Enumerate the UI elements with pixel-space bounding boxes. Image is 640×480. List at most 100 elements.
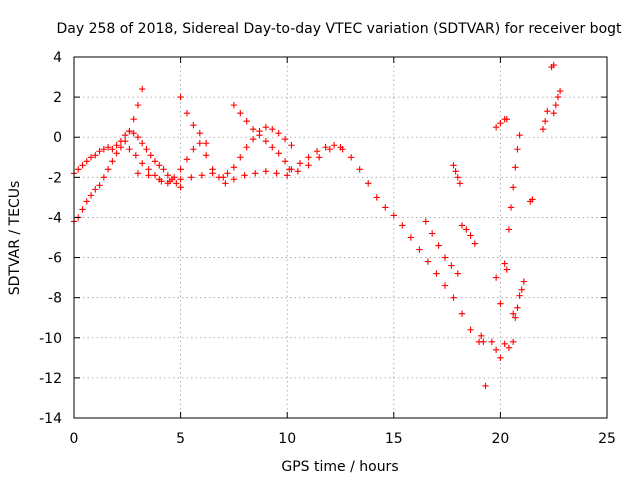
data-point (130, 130, 137, 137)
data-point (347, 154, 355, 161)
data-point (113, 142, 120, 149)
data-points (70, 61, 564, 390)
data-point (315, 154, 323, 161)
data-point (171, 174, 178, 181)
data-point (539, 126, 547, 133)
data-point (237, 154, 244, 161)
y-tick-label: -12 (39, 371, 62, 387)
data-point (296, 160, 304, 167)
data-point (281, 136, 289, 143)
data-point (243, 117, 250, 125)
data-point (458, 310, 466, 317)
y-tick-label: 0 (53, 130, 62, 146)
data-point (209, 170, 216, 177)
data-point (87, 154, 95, 161)
data-point (492, 346, 500, 354)
data-point (520, 278, 528, 285)
series-7 (288, 142, 483, 345)
data-point (467, 232, 474, 239)
data-point (183, 109, 191, 117)
x-tick-label: 10 (278, 431, 296, 447)
y-tick-label: -6 (48, 251, 62, 267)
data-point (424, 258, 432, 265)
data-point (456, 180, 464, 187)
data-point (552, 101, 560, 109)
data-point (550, 61, 557, 69)
series-5 (230, 101, 293, 173)
data-point (339, 146, 346, 153)
data-point (492, 274, 500, 281)
data-point (509, 310, 517, 317)
data-point (407, 234, 415, 241)
data-point (237, 109, 244, 117)
data-point (275, 150, 282, 157)
series-10 (450, 162, 464, 187)
data-point (126, 146, 133, 153)
data-point (556, 87, 564, 95)
data-point (322, 144, 329, 151)
data-point (503, 115, 510, 123)
data-point (177, 93, 184, 101)
data-point (109, 158, 116, 165)
data-point (281, 158, 289, 165)
data-point (230, 176, 238, 183)
data-point (441, 254, 449, 261)
data-point (448, 262, 455, 269)
data-point (113, 150, 120, 157)
data-point (202, 152, 210, 159)
data-point (190, 146, 197, 153)
data-point (428, 230, 436, 237)
data-point (497, 119, 504, 127)
data-point (463, 226, 470, 233)
data-point (422, 218, 429, 225)
data-point (196, 140, 203, 147)
data-point (151, 158, 159, 165)
data-point (356, 166, 363, 173)
data-point (294, 168, 302, 175)
data-point (326, 146, 334, 153)
data-point (284, 172, 291, 179)
data-point (160, 166, 167, 173)
data-point (151, 172, 159, 179)
data-point (100, 146, 108, 153)
data-point (262, 168, 270, 175)
data-point (249, 136, 257, 143)
data-point (269, 126, 276, 133)
data-point (121, 132, 129, 139)
axis-ticks (73, 56, 608, 419)
data-point (275, 130, 282, 137)
data-point (230, 164, 238, 171)
data-point (262, 123, 270, 131)
data-point (454, 174, 461, 181)
data-point (550, 109, 557, 117)
data-point (256, 128, 263, 135)
data-point (492, 123, 500, 131)
data-point (544, 107, 551, 115)
data-point (230, 101, 238, 109)
data-point (241, 172, 248, 179)
data-point (143, 146, 150, 153)
data-point (96, 182, 103, 189)
data-point (435, 242, 442, 249)
data-point (488, 338, 496, 345)
data-point (454, 270, 461, 277)
data-point (512, 164, 519, 171)
data-point (541, 117, 549, 125)
data-point (514, 304, 521, 311)
data-point (134, 134, 142, 141)
data-point (202, 140, 210, 147)
data-point (183, 156, 191, 163)
data-point (516, 292, 523, 299)
data-point (222, 180, 229, 187)
data-point (92, 186, 99, 193)
data-point (482, 382, 489, 390)
x-axis-label: GPS time / hours (281, 459, 398, 475)
y-axis-label: SDTVAR / TECUs (7, 181, 23, 296)
series-19 (550, 87, 564, 117)
data-point (313, 148, 321, 155)
data-point (130, 115, 137, 123)
series-6 (224, 123, 295, 177)
data-point (104, 144, 112, 151)
